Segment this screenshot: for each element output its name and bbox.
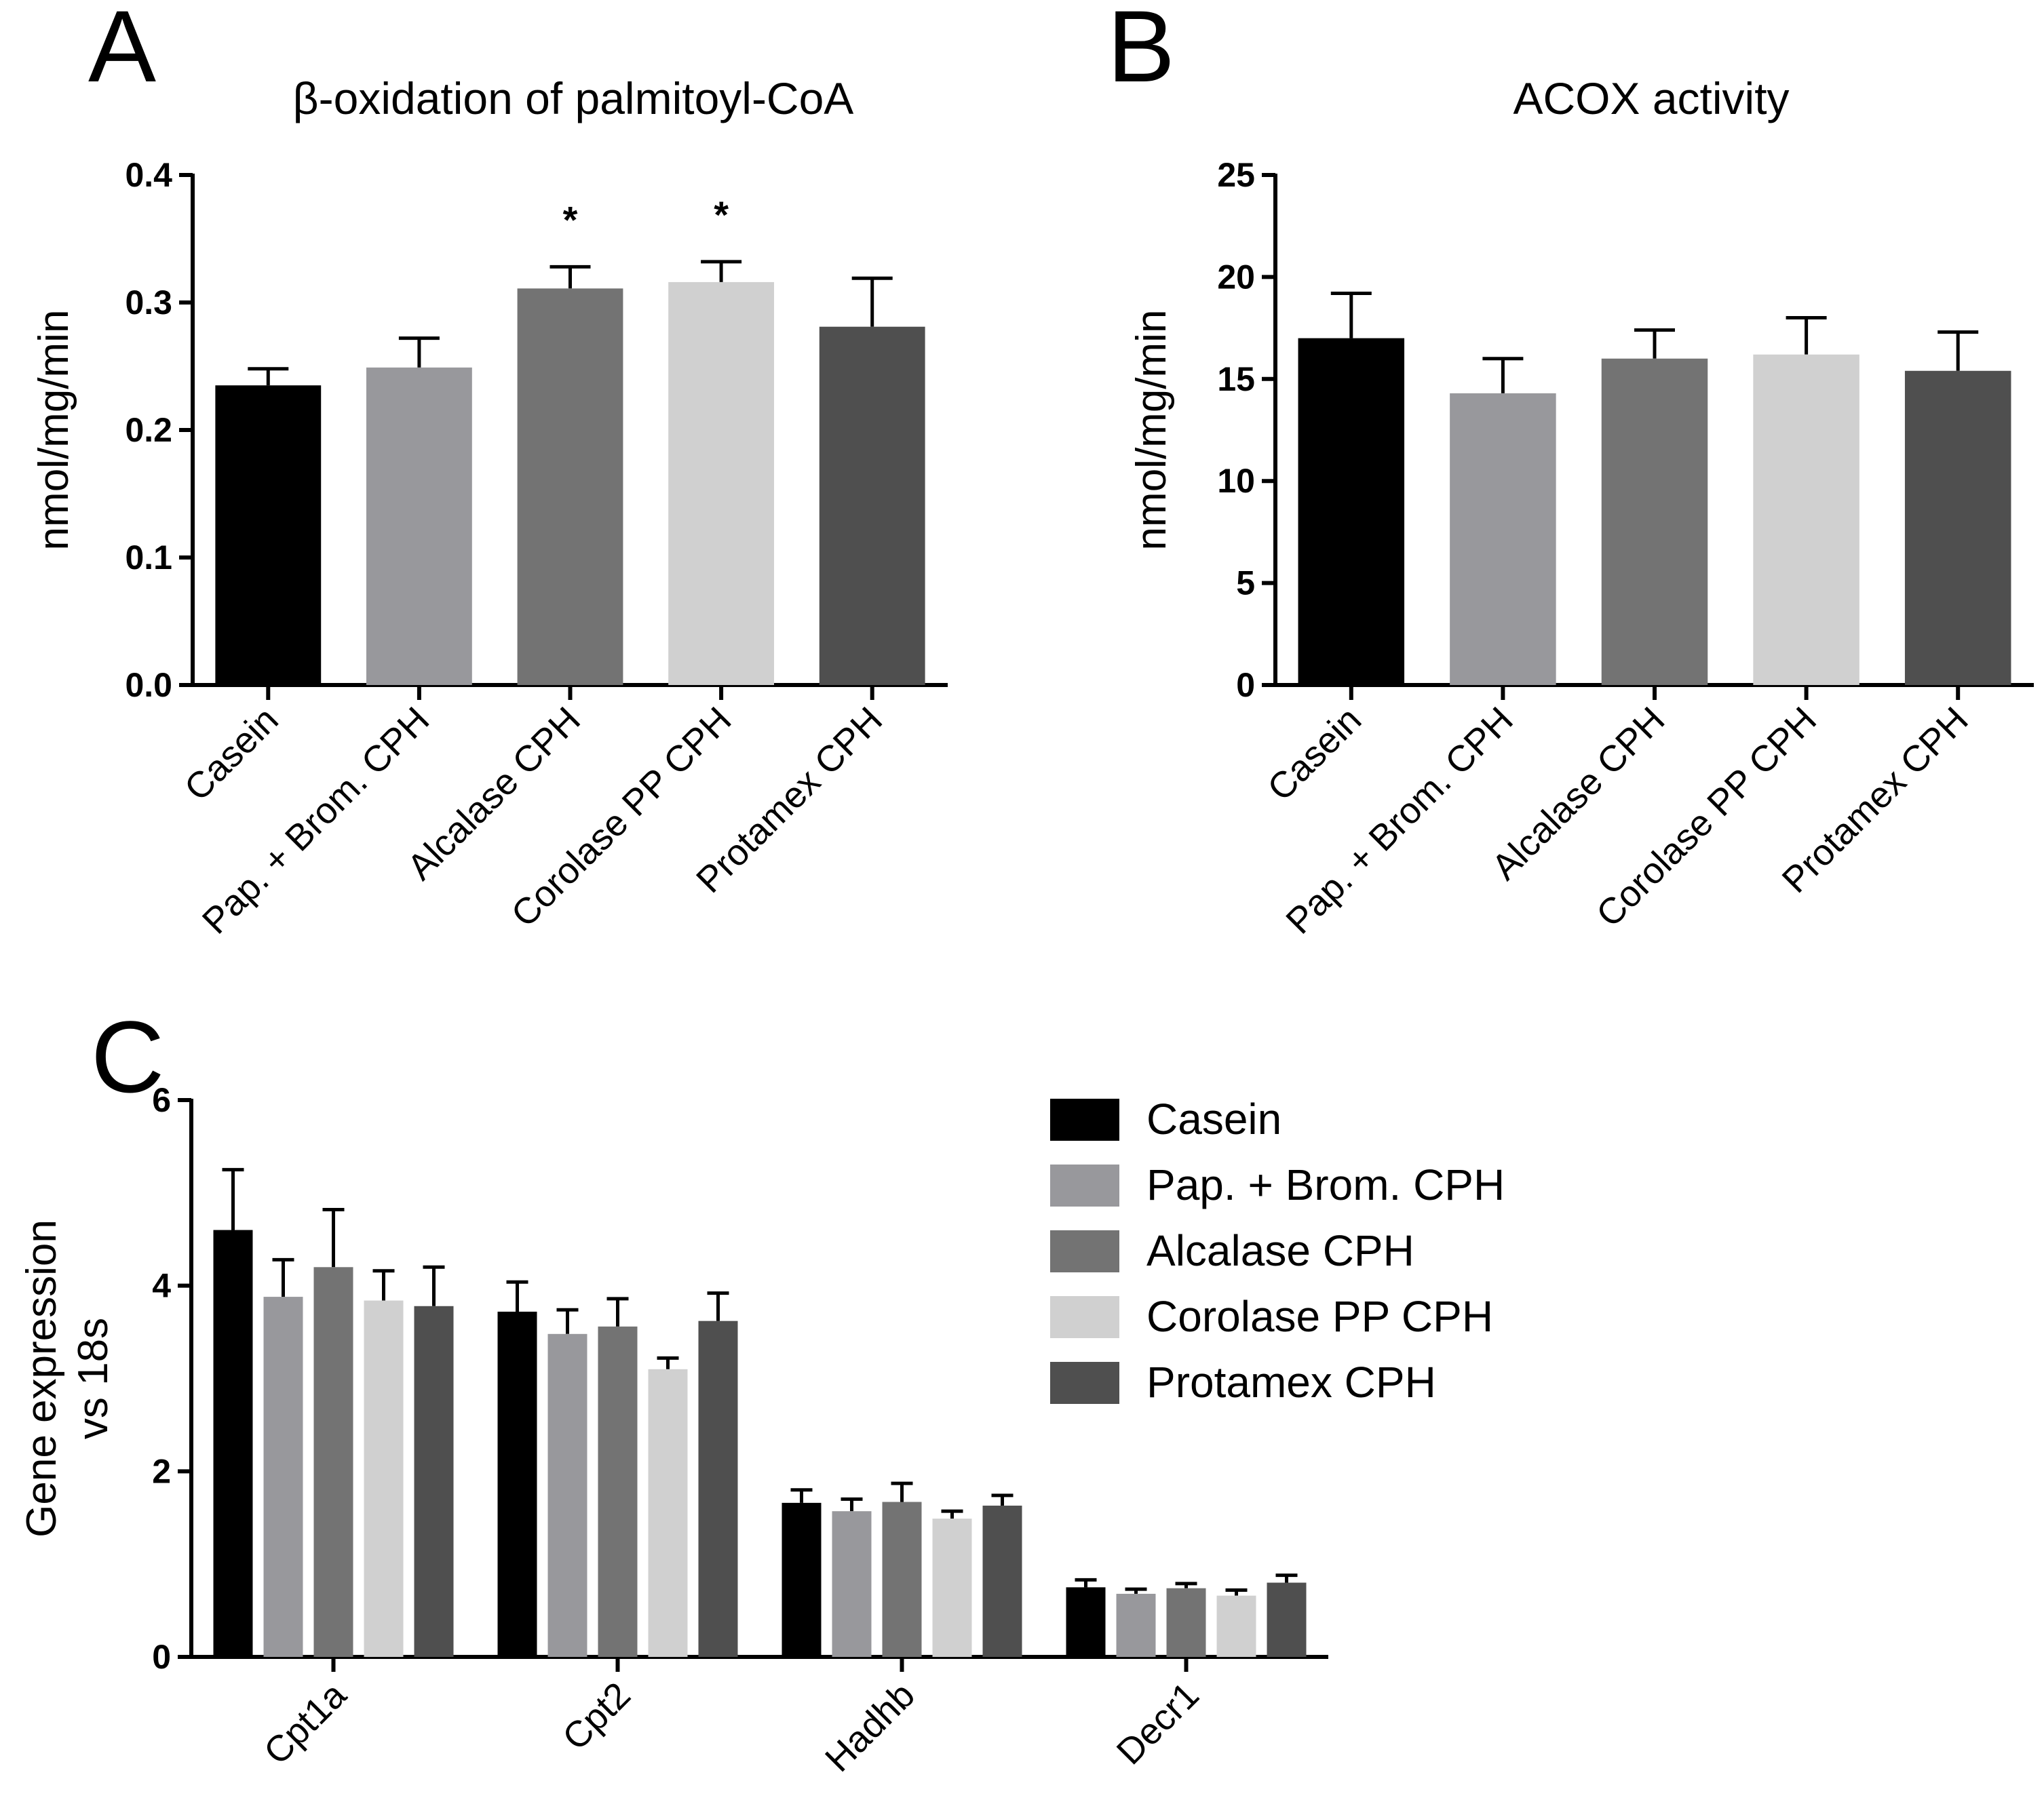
y-tick-label: 0.2 [125,411,172,449]
bar-decr1-pap-brom-cph [1116,1593,1156,1657]
bar-cpt2-protamex-cph [698,1321,738,1657]
chart-title: β-oxidation of palmitoyl-CoA [293,73,854,123]
bar-cpt1a-protamex-cph [414,1306,454,1657]
bar-casein [1298,338,1405,685]
y-tick-label: 20 [1217,258,1255,296]
legend-label-alcalase-cph: Alcalase CPH [1146,1226,1414,1275]
bar-casein [215,385,322,685]
bar-decr1-corolase-pp-cph [1216,1595,1256,1657]
significance-marker: * [714,193,729,236]
significance-marker: * [563,198,578,241]
bar-cpt2-corolase-pp-cph [648,1369,688,1657]
bar-alcalase-cph [517,288,623,685]
bar-protamex-cph [1904,370,2011,685]
bar-hadhb-casein [782,1502,822,1657]
legend-swatch-alcalase-cph [1050,1230,1119,1272]
x-tick-label: Casein [176,699,286,808]
bar-corolase-pp-cph [1753,354,1859,685]
bar-cpt1a-casein [213,1230,253,1657]
panel-label-c: C [91,1000,164,1114]
chart-c-gene-expression: Gene expression vs 18s 0 2 4 6 Cpt1a Cpt2 Hadhb D… [18,1081,1328,1780]
y-axis-title: nmol/mg/min [1128,310,1175,551]
y-tick-label: 0 [1236,666,1255,704]
y-tick-label: 25 [1217,156,1255,194]
bar-decr1-casein [1066,1587,1106,1657]
bar-cpt1a-pap-brom-cph [263,1297,303,1657]
y-tick-label: 5 [1236,564,1255,602]
y-tick-label: 0.3 [125,283,172,321]
bar-pap-brom-cph [1450,393,1556,685]
legend-swatch-casein [1050,1099,1119,1141]
x-tick-label: Casein [1260,699,1369,808]
legend-swatch-corolase-pp-cph [1050,1296,1119,1338]
bar-hadhb-protamex-cph [982,1505,1022,1657]
legend-label-protamex-cph: Protamex CPH [1146,1358,1436,1407]
y-axis-title-line-1: Gene expression [18,1219,65,1538]
bar-protamex-cph [819,326,925,686]
legend-label-corolase-pp-cph: Corolase PP CPH [1146,1292,1493,1341]
y-tick-label: 2 [152,1452,171,1490]
bar-cpt2-casein [497,1311,537,1657]
bar-cpt2-alcalase-cph [598,1326,638,1657]
chart-a-beta-oxidation: β-oxidation of palmitoyl-CoA nmol/mg/min 0… [31,73,948,942]
x-tick-label: Hadhb [817,1675,923,1780]
y-tick-label: 0.0 [125,666,172,704]
bar-alcalase-cph [1601,358,1708,685]
y-tick-label: 6 [152,1081,171,1119]
legend: Casein Pap. + Brom. CPH Alcalase CPH Corola… [1050,1095,1505,1407]
y-tick-label: 0.1 [125,539,172,576]
bar-cpt2-pap-brom-cph [547,1333,587,1657]
chart-b-acox-activity: ACOX activity nmol/mg/min 0 5 10 15 20 25 Casein… [1128,73,2034,942]
bar-decr1-protamex-cph [1267,1582,1307,1657]
legend-swatch-protamex-cph [1050,1362,1119,1404]
y-tick-label: 0.4 [125,156,172,194]
bar-hadhb-corolase-pp-cph [932,1519,972,1657]
bar-cpt1a-alcalase-cph [313,1267,353,1657]
bar-decr1-alcalase-cph [1166,1588,1206,1657]
x-tick-label: Decr1 [1109,1675,1207,1772]
legend-label-casein: Casein [1146,1095,1281,1143]
bar-pap-brom-cph [366,367,472,685]
bar-hadhb-alcalase-cph [882,1502,922,1657]
y-axis-title-line-2: vs 18s [70,1318,117,1439]
y-tick-label: 0 [152,1638,171,1676]
y-axis-title: nmol/mg/min [31,310,77,551]
chart-title: ACOX activity [1513,73,1789,123]
y-tick-label: 10 [1217,462,1255,500]
x-tick-label: Cpt2 [555,1675,638,1758]
bar-cpt1a-corolase-pp-cph [364,1300,404,1657]
y-tick-label: 4 [152,1267,171,1305]
panel-label-a: A [88,0,156,103]
bar-hadhb-pap-brom-cph [832,1511,872,1657]
bar-corolase-pp-cph [668,281,775,685]
y-tick-label: 15 [1217,360,1255,398]
x-tick-label: Cpt1a [256,1674,355,1772]
panel-label-b: B [1107,0,1175,103]
legend-label-pap-brom-cph: Pap. + Brom. CPH [1146,1160,1505,1209]
legend-swatch-pap-brom-cph [1050,1165,1119,1207]
